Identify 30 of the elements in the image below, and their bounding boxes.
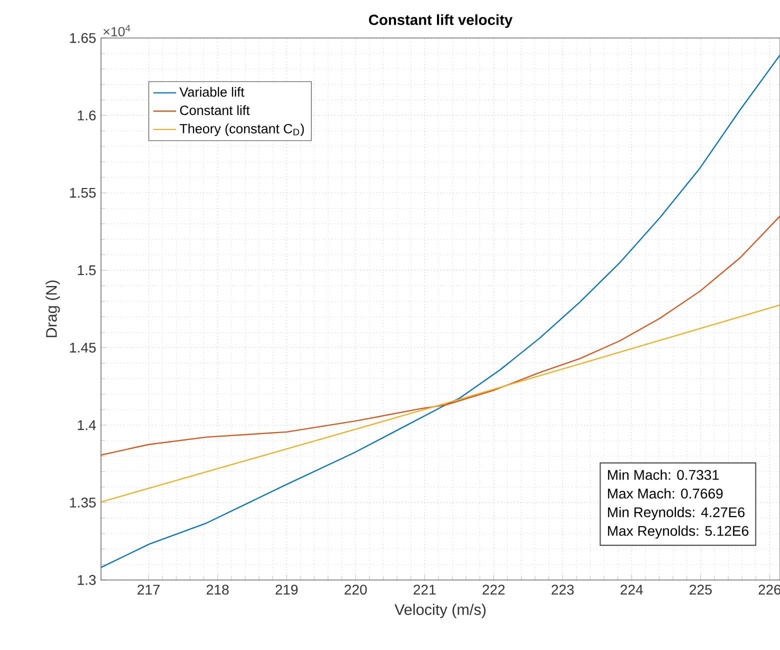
chart-title: Constant lift velocity [368,14,513,28]
legend-label: Constant lift [180,105,250,116]
y-axis-title: Drag (N) [46,280,60,338]
text: ×10$^{4}$ [104,25,130,36]
y-tick-label: 1.5 [78,265,96,276]
annotation: Max Mach: 0.7669 [608,488,723,499]
x-tick-label: 222 [482,584,505,594]
annotation: Min Reynolds: 4.27E6 [608,506,745,520]
x-tick-label: 218 [206,584,229,595]
line-series [101,215,780,456]
y-tick-label: 1.65 [70,33,96,43]
legend-label: Variable lift [180,86,244,97]
x-tick-label: 219 [276,584,298,595]
y-tick-label: 1.55 [70,188,96,198]
x-tick-label: 223 [552,584,574,595]
y-tick-label: 1.4 [78,420,96,430]
x-tick-label: 217 [138,584,160,594]
legend-label: Theory (constant C$_{D}$) [180,124,304,136]
y-tick-label: 1.6 [78,110,96,120]
y-tick-label: 1.35 [70,498,96,508]
y-tick-label: 1.45 [70,342,96,353]
line-series [101,54,780,568]
x-tick-label: 221 [414,584,436,594]
annotation: Min Mach: 0.7331 [608,470,719,480]
x-tick-label: 220 [344,584,367,595]
x-tick-label: 225 [690,584,712,595]
annotation: Max Reynolds: 5.12E6 [608,526,748,539]
y-tick-label: 1.3 [78,575,96,585]
x-axis-title: Velocity (m/s) [394,604,486,618]
x-tick-label: 224 [620,584,643,594]
